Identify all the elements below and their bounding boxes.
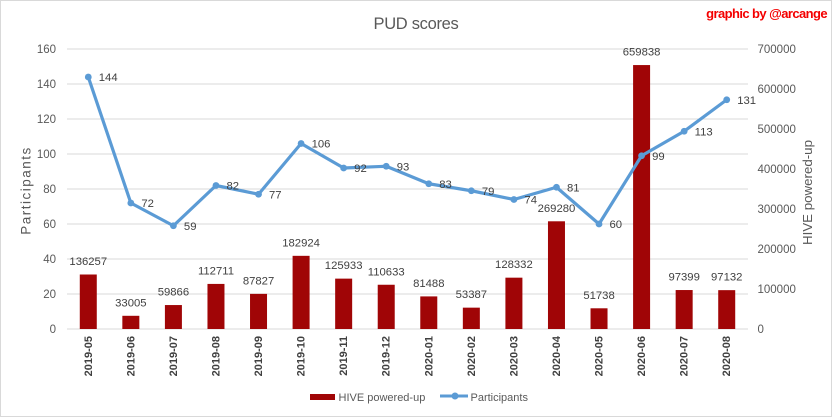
svg-text:2019-08: 2019-08 [210, 336, 222, 376]
svg-text:659838: 659838 [623, 47, 661, 59]
svg-text:79: 79 [482, 186, 495, 198]
svg-text:2020-02: 2020-02 [466, 336, 478, 376]
svg-text:97132: 97132 [711, 272, 742, 284]
svg-text:2020-06: 2020-06 [636, 336, 648, 376]
svg-text:160: 160 [37, 44, 56, 56]
svg-text:60: 60 [43, 219, 56, 231]
svg-text:87827: 87827 [243, 275, 274, 287]
svg-text:2020-08: 2020-08 [721, 336, 733, 376]
svg-text:400000: 400000 [758, 164, 796, 176]
svg-text:graphic by @arcange: graphic by @arcange [706, 6, 827, 21]
svg-text:HIVE powered-up: HIVE powered-up [800, 140, 815, 245]
svg-text:128332: 128332 [495, 259, 533, 271]
svg-text:2019-07: 2019-07 [168, 336, 180, 376]
svg-text:PUD scores: PUD scores [373, 15, 458, 33]
svg-text:700000: 700000 [758, 44, 796, 56]
svg-text:2020-01: 2020-01 [423, 336, 435, 376]
svg-text:82: 82 [226, 181, 239, 193]
svg-text:269280: 269280 [538, 203, 576, 215]
svg-text:HIVE powered-up: HIVE powered-up [339, 392, 426, 404]
svg-text:Participants: Participants [19, 146, 34, 235]
svg-text:77: 77 [269, 189, 282, 201]
svg-text:182924: 182924 [282, 237, 320, 249]
svg-text:59: 59 [184, 221, 197, 233]
svg-text:59866: 59866 [158, 287, 189, 299]
svg-text:53387: 53387 [456, 289, 487, 301]
svg-text:93: 93 [397, 161, 410, 173]
svg-text:83: 83 [439, 179, 452, 191]
svg-text:72: 72 [141, 198, 154, 210]
svg-text:200000: 200000 [758, 244, 796, 256]
svg-text:2020-03: 2020-03 [508, 336, 520, 376]
svg-text:136257: 136257 [69, 256, 107, 268]
svg-text:2019-11: 2019-11 [338, 336, 350, 376]
svg-text:113: 113 [695, 126, 713, 138]
svg-text:100: 100 [37, 149, 56, 161]
svg-text:2019-12: 2019-12 [381, 336, 393, 376]
svg-text:2020-05: 2020-05 [594, 336, 606, 376]
svg-text:2019-06: 2019-06 [125, 336, 137, 376]
svg-text:100000: 100000 [758, 284, 796, 296]
svg-text:40: 40 [43, 254, 56, 266]
svg-text:81488: 81488 [413, 278, 444, 290]
svg-text:300000: 300000 [758, 204, 796, 216]
svg-text:2019-09: 2019-09 [253, 336, 265, 376]
svg-text:131: 131 [737, 95, 756, 107]
svg-text:112711: 112711 [198, 265, 234, 277]
svg-text:51738: 51738 [583, 290, 614, 302]
svg-text:80: 80 [43, 184, 56, 196]
svg-text:33005: 33005 [115, 297, 146, 309]
svg-text:140: 140 [37, 79, 56, 91]
svg-text:110633: 110633 [368, 266, 405, 278]
svg-text:2020-04: 2020-04 [551, 335, 563, 376]
svg-text:2019-05: 2019-05 [83, 336, 95, 376]
svg-text:120: 120 [37, 114, 56, 126]
svg-text:0: 0 [50, 324, 56, 336]
svg-text:92: 92 [354, 163, 367, 175]
svg-text:60: 60 [610, 219, 623, 231]
svg-text:81: 81 [567, 182, 580, 194]
svg-text:125933: 125933 [325, 260, 363, 272]
svg-text:600000: 600000 [758, 84, 796, 96]
svg-text:144: 144 [99, 72, 118, 84]
svg-text:500000: 500000 [758, 124, 796, 136]
svg-text:99: 99 [652, 151, 665, 163]
svg-text:20: 20 [43, 289, 56, 301]
svg-text:2020-07: 2020-07 [679, 336, 691, 376]
svg-text:106: 106 [312, 139, 331, 151]
svg-text:74: 74 [524, 195, 537, 207]
svg-text:0: 0 [758, 324, 764, 336]
svg-text:97399: 97399 [668, 272, 699, 284]
svg-text:2019-10: 2019-10 [296, 336, 308, 376]
svg-text:Participants: Participants [471, 392, 529, 404]
